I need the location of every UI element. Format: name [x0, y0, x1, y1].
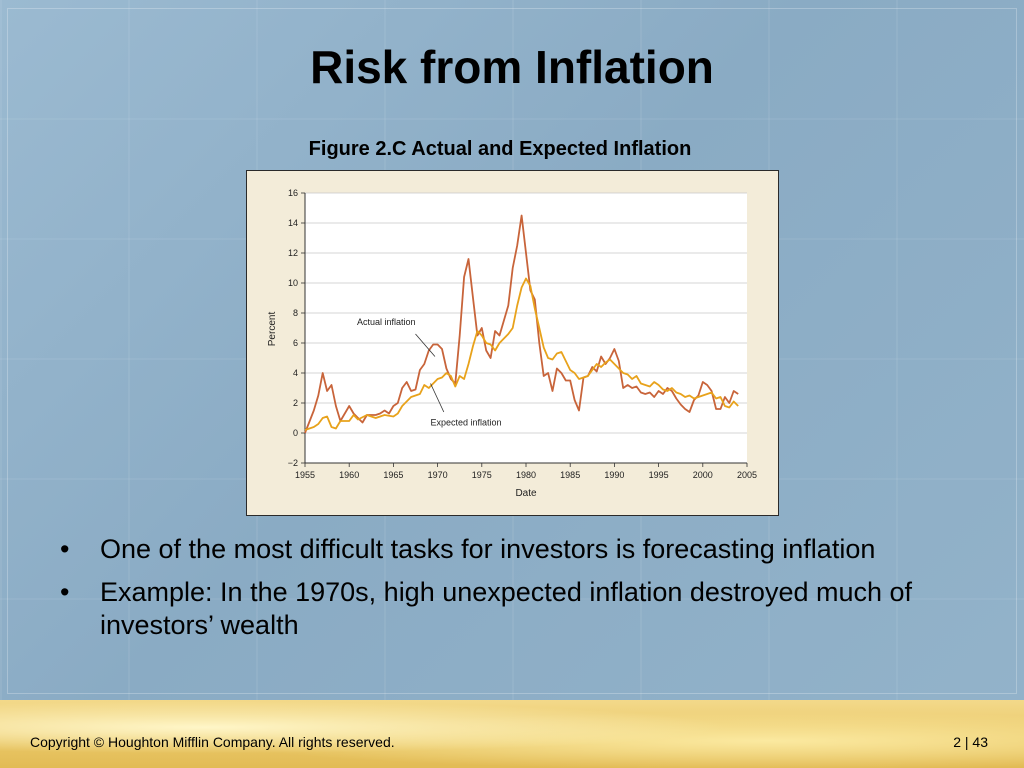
annotation-expected-inflation: Expected inflation: [431, 418, 502, 428]
x-tick-labels: 1955 1960 1965 1970 1975 1980 1985 1990 1995 2000…: [295, 470, 757, 480]
y-tick-label: 16: [288, 188, 298, 198]
bullet-list: • One of the most difficult tasks for in…: [60, 533, 960, 652]
x-axis-label: Date: [515, 488, 537, 499]
y-tick-label: 12: [288, 248, 298, 258]
bullet-dot: •: [60, 534, 70, 564]
bullet-item: • One of the most difficult tasks for in…: [60, 533, 960, 566]
x-tick-label: 1980: [516, 470, 536, 480]
y-tick-label: 4: [293, 368, 298, 378]
bullet-text: One of the most difficult tasks for inve…: [100, 534, 876, 564]
bullet-item: • Example: In the 1970s, high unexpected…: [60, 576, 960, 642]
footer-page-number: 2 | 43: [953, 734, 988, 750]
y-tick-label: 10: [288, 278, 298, 288]
inflation-line-chart: −2 0 2 4 6 8 10 12 14 16 1955 1960 1965 1970 1975 1980…: [267, 188, 757, 499]
bullet-text: Example: In the 1970s, high unexpected i…: [100, 577, 913, 640]
x-tick-label: 1995: [649, 470, 669, 480]
x-tick-label: 1990: [604, 470, 624, 480]
chart-frame: −2 0 2 4 6 8 10 12 14 16 1955 1960 1965 1970 1975 1980…: [246, 170, 779, 516]
footer-band: [0, 700, 1024, 768]
y-tick-label: 2: [293, 398, 298, 408]
x-tick-label: 1960: [339, 470, 359, 480]
series-line-actual: [304, 214, 739, 434]
y-axis-label: Percent: [267, 312, 278, 347]
y-tick-labels: −2 0 2 4 6 8 10 12 14 16: [288, 188, 298, 468]
x-tick-label: 1965: [383, 470, 403, 480]
axes: [301, 192, 748, 467]
x-tick-label: 1975: [472, 470, 492, 480]
x-tick-label: 1985: [560, 470, 580, 480]
annotation-leader-expected: [430, 383, 445, 413]
x-tick-label: 2000: [693, 470, 713, 480]
x-tick-label: 2005: [737, 470, 757, 480]
series-line-expected: [304, 277, 739, 431]
figure-caption: Figure 2.C Actual and Expected Inflation: [308, 138, 692, 160]
y-tick-label: 14: [288, 218, 298, 228]
y-tick-label: −2: [288, 458, 298, 468]
annotation-actual-inflation: Actual inflation: [357, 317, 416, 327]
annotation-leader-actual: [415, 333, 436, 357]
y-tick-label: 6: [293, 338, 298, 348]
y-tick-label: 0: [293, 428, 298, 438]
x-tick-label: 1970: [428, 470, 448, 480]
bullet-dot: •: [60, 577, 70, 607]
y-tick-label: 8: [293, 308, 298, 318]
annotations: Actual inflation Expected inflation: [357, 317, 502, 428]
slide-title: Risk from Inflation: [310, 41, 714, 93]
slide-frame: [7, 8, 1017, 694]
x-tick-label: 1955: [295, 470, 315, 480]
series-lines: [304, 214, 739, 434]
footer-copyright: Copyright © Houghton Mifflin Company. Al…: [30, 734, 395, 750]
plot-area: [305, 193, 747, 463]
